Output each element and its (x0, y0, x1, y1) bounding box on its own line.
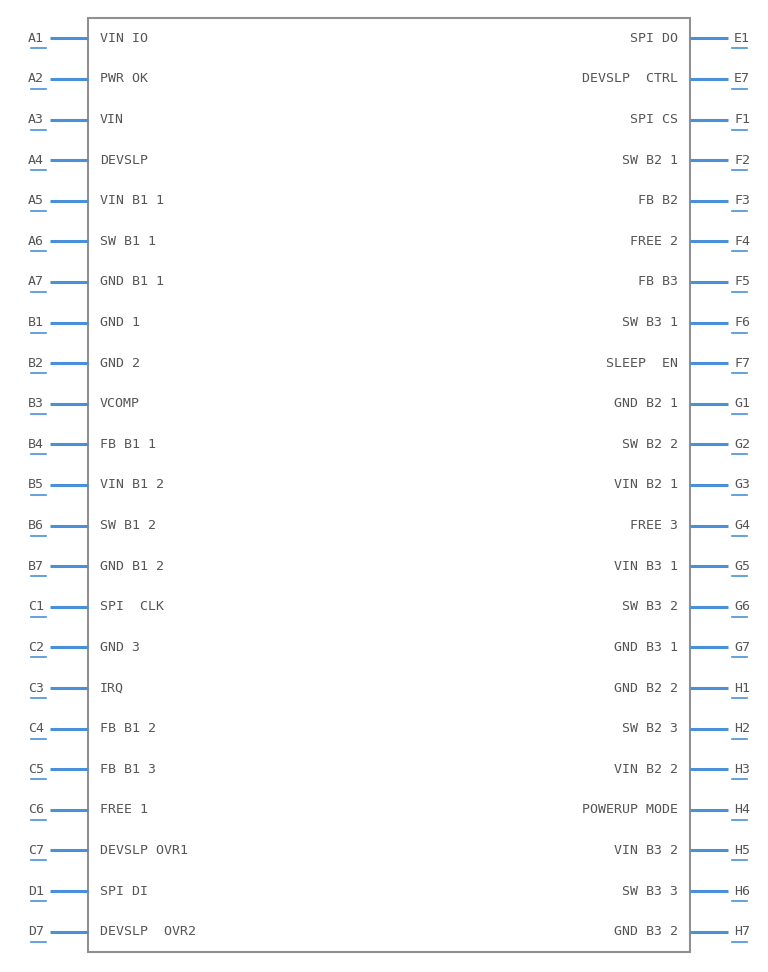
Text: VIN B1 1: VIN B1 1 (100, 194, 164, 207)
Text: VIN B1 2: VIN B1 2 (100, 478, 164, 492)
Text: SLEEP  EN: SLEEP EN (606, 357, 678, 369)
Text: VIN B2 1: VIN B2 1 (614, 478, 678, 492)
Text: PWR OK: PWR OK (100, 72, 148, 86)
Text: SW B2 1: SW B2 1 (622, 154, 678, 166)
Text: E7: E7 (734, 72, 750, 86)
Text: FB B1 2: FB B1 2 (100, 722, 156, 735)
Text: GND B1 1: GND B1 1 (100, 275, 164, 289)
Text: A1: A1 (28, 32, 44, 45)
Text: POWERUP MODE: POWERUP MODE (582, 804, 678, 816)
Text: B1: B1 (28, 316, 44, 330)
Text: GND B3 2: GND B3 2 (614, 925, 678, 938)
Text: H7: H7 (734, 925, 750, 938)
Text: B7: B7 (28, 560, 44, 573)
Text: FB B1 1: FB B1 1 (100, 438, 156, 451)
Text: SPI CS: SPI CS (630, 113, 678, 126)
Text: F3: F3 (734, 194, 750, 207)
Text: G7: G7 (734, 641, 750, 654)
Text: SW B1 1: SW B1 1 (100, 235, 156, 248)
Text: VCOMP: VCOMP (100, 398, 140, 410)
Text: FREE 3: FREE 3 (630, 519, 678, 532)
Text: DEVSLP  OVR2: DEVSLP OVR2 (100, 925, 196, 938)
Text: DEVSLP: DEVSLP (100, 154, 148, 166)
Text: VIN B3 1: VIN B3 1 (614, 560, 678, 573)
Text: E1: E1 (734, 32, 750, 45)
Text: D7: D7 (28, 925, 44, 938)
Text: C7: C7 (28, 844, 44, 857)
Text: GND B2 1: GND B2 1 (614, 398, 678, 410)
Text: B3: B3 (28, 398, 44, 410)
Text: IRQ: IRQ (100, 681, 124, 695)
Text: SPI  CLK: SPI CLK (100, 601, 164, 613)
Text: F7: F7 (734, 357, 750, 369)
Text: H6: H6 (734, 885, 750, 897)
Bar (88, 18, 690, 952)
Text: G3: G3 (734, 478, 750, 492)
Text: C6: C6 (28, 804, 44, 816)
Text: A4: A4 (28, 154, 44, 166)
Text: F4: F4 (734, 235, 750, 248)
Text: SW B2 3: SW B2 3 (622, 722, 678, 735)
Text: A3: A3 (28, 113, 44, 126)
Text: A7: A7 (28, 275, 44, 289)
Text: SW B2 2: SW B2 2 (622, 438, 678, 451)
Text: G6: G6 (734, 601, 750, 613)
Text: F6: F6 (734, 316, 750, 330)
Text: GND B3 1: GND B3 1 (614, 641, 678, 654)
Text: H5: H5 (734, 844, 750, 857)
Text: SW B3 1: SW B3 1 (622, 316, 678, 330)
Text: SW B1 2: SW B1 2 (100, 519, 156, 532)
Text: VIN: VIN (100, 113, 124, 126)
Text: G5: G5 (734, 560, 750, 573)
Text: GND B1 2: GND B1 2 (100, 560, 164, 573)
Text: G4: G4 (734, 519, 750, 532)
Text: H1: H1 (734, 681, 750, 695)
Text: FREE 1: FREE 1 (100, 804, 148, 816)
Text: VIN IO: VIN IO (100, 32, 148, 45)
Text: H2: H2 (734, 722, 750, 735)
Text: C5: C5 (28, 763, 44, 776)
Text: H4: H4 (734, 804, 750, 816)
Text: FB B3: FB B3 (638, 275, 678, 289)
Text: FREE 2: FREE 2 (630, 235, 678, 248)
Text: GND 3: GND 3 (100, 641, 140, 654)
Text: SW B3 3: SW B3 3 (622, 885, 678, 897)
Text: GND B2 2: GND B2 2 (614, 681, 678, 695)
Text: GND 1: GND 1 (100, 316, 140, 330)
Text: GND 2: GND 2 (100, 357, 140, 369)
Text: DEVSLP OVR1: DEVSLP OVR1 (100, 844, 188, 857)
Text: A6: A6 (28, 235, 44, 248)
Text: A2: A2 (28, 72, 44, 86)
Text: SPI DI: SPI DI (100, 885, 148, 897)
Text: C1: C1 (28, 601, 44, 613)
Text: DEVSLP  CTRL: DEVSLP CTRL (582, 72, 678, 86)
Text: D1: D1 (28, 885, 44, 897)
Text: B2: B2 (28, 357, 44, 369)
Text: F1: F1 (734, 113, 750, 126)
Text: VIN B2 2: VIN B2 2 (614, 763, 678, 776)
Text: SW B3 2: SW B3 2 (622, 601, 678, 613)
Text: C2: C2 (28, 641, 44, 654)
Text: FB B1 3: FB B1 3 (100, 763, 156, 776)
Text: SPI DO: SPI DO (630, 32, 678, 45)
Text: G1: G1 (734, 398, 750, 410)
Text: F5: F5 (734, 275, 750, 289)
Text: C4: C4 (28, 722, 44, 735)
Text: C3: C3 (28, 681, 44, 695)
Text: A5: A5 (28, 194, 44, 207)
Text: B5: B5 (28, 478, 44, 492)
Text: VIN B3 2: VIN B3 2 (614, 844, 678, 857)
Text: B6: B6 (28, 519, 44, 532)
Text: H3: H3 (734, 763, 750, 776)
Text: F2: F2 (734, 154, 750, 166)
Text: G2: G2 (734, 438, 750, 451)
Text: B4: B4 (28, 438, 44, 451)
Text: FB B2: FB B2 (638, 194, 678, 207)
